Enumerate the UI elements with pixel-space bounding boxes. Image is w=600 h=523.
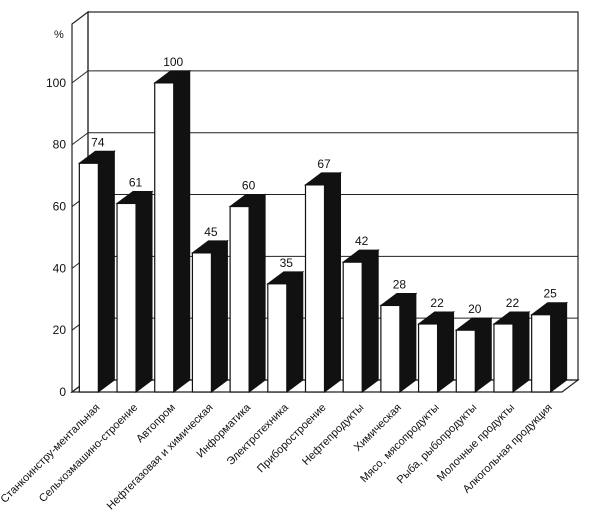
bar bbox=[228, 193, 267, 393]
bar-value-label: 20 bbox=[468, 302, 482, 316]
bar bbox=[417, 311, 456, 393]
bar-side bbox=[474, 317, 492, 393]
bar-side bbox=[437, 311, 455, 393]
bar-front bbox=[493, 323, 514, 393]
bar-value-label: 74 bbox=[91, 135, 105, 149]
bar-side bbox=[97, 150, 115, 393]
x-axis-labels: Станкоинстру-ментальнаяСельхозмашино-стр… bbox=[0, 401, 555, 512]
bar-side bbox=[286, 270, 304, 393]
bar-front bbox=[417, 323, 439, 393]
bar-front bbox=[304, 184, 326, 393]
bar-value-label: 45 bbox=[204, 225, 218, 239]
bars bbox=[77, 69, 569, 393]
y-axis-unit-label: % bbox=[54, 29, 64, 41]
y-tick-label: 60 bbox=[53, 200, 67, 214]
bar bbox=[454, 317, 493, 393]
bar-value-label: 25 bbox=[543, 287, 557, 301]
bar bbox=[115, 190, 154, 393]
bar bbox=[153, 69, 192, 393]
bar-side bbox=[324, 171, 341, 393]
gridline-side bbox=[71, 132, 89, 146]
bar-front bbox=[342, 261, 363, 393]
bar-front bbox=[455, 329, 476, 393]
y-tick-label: 80 bbox=[53, 138, 67, 152]
bar-value-label: 60 bbox=[242, 179, 256, 193]
bar-side bbox=[173, 69, 191, 393]
bar bbox=[379, 292, 418, 393]
bar-side bbox=[550, 301, 568, 393]
bar-front bbox=[267, 283, 288, 393]
gridline-side bbox=[71, 70, 89, 84]
value-labels: 74 61 100 45 60 35 67 42 28 22 20 22 25 bbox=[91, 55, 557, 316]
bar-value-label: 100 bbox=[163, 55, 183, 69]
bar bbox=[77, 150, 116, 393]
bar-side bbox=[210, 239, 228, 393]
y-tick-label: 100 bbox=[46, 76, 66, 90]
y-tick-label: 40 bbox=[53, 261, 67, 275]
bar-value-label: 28 bbox=[393, 277, 407, 291]
bar-side bbox=[512, 311, 530, 393]
bar bbox=[492, 311, 531, 393]
y-tick-label: 20 bbox=[53, 323, 67, 337]
bar-front bbox=[531, 314, 552, 393]
bar-front bbox=[229, 205, 250, 393]
bar bbox=[530, 301, 569, 393]
bar-value-label: 22 bbox=[430, 296, 444, 310]
bar-value-label: 67 bbox=[317, 157, 331, 171]
bar bbox=[341, 249, 380, 393]
bar-front bbox=[78, 162, 99, 393]
bar-value-label: 61 bbox=[129, 175, 143, 189]
y-tick-label: 0 bbox=[59, 385, 66, 399]
bar-front bbox=[191, 252, 213, 393]
bar-value-label: 22 bbox=[506, 296, 520, 310]
bar-front bbox=[380, 304, 401, 393]
bar-side bbox=[399, 292, 417, 393]
bar-side bbox=[361, 249, 379, 393]
bar-side bbox=[248, 193, 266, 393]
bar-value-label: 35 bbox=[280, 256, 294, 270]
bar bbox=[304, 171, 342, 393]
bar bbox=[266, 270, 305, 393]
bar-front bbox=[116, 202, 137, 393]
bar-side bbox=[135, 190, 153, 393]
bar-front bbox=[154, 82, 175, 393]
bar-value-label: 42 bbox=[355, 234, 369, 248]
bar bbox=[190, 239, 229, 393]
y-axis-ticks: 0 20 40 60 80 100 bbox=[46, 76, 66, 399]
x-category-label: Приборостроение bbox=[255, 402, 329, 476]
